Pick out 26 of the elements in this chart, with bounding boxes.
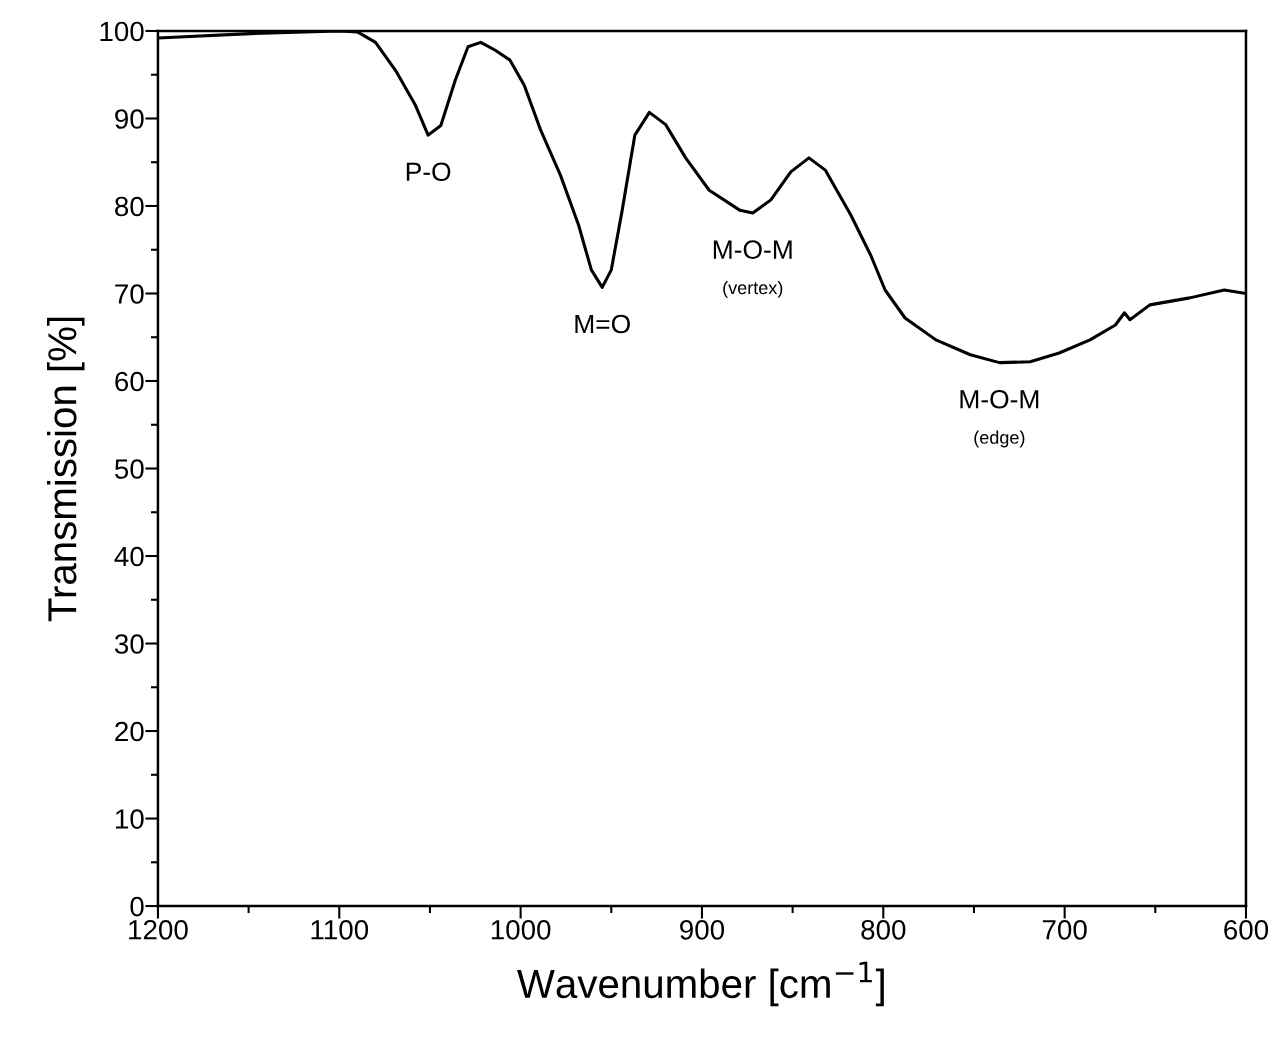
y-tick-label: 40 [114,546,144,567]
annotation: P-O [406,162,451,182]
x-tick-label: 1000 [491,919,551,940]
y-tick-label: 50 [114,459,144,479]
x-tick-label: 700 [1042,919,1087,940]
y-tick-label: 60 [115,371,144,392]
annotation: M=O [575,314,630,334]
x-tick-label: 900 [680,919,725,940]
y-tick-label: 20 [115,721,144,742]
y-tick-label: 10 [115,809,144,829]
annotation: (vertex) [723,280,783,298]
y-tick-label: 90 [115,109,144,129]
x-tick-label: 600 [1224,919,1269,940]
x-tick-label: 1100 [311,919,369,940]
x-axis-title: Wavenumber [cm$^{−1}$] [517,961,884,1007]
y-axis-title: Transmission [%] [46,317,85,622]
y-tick-label: 100 [100,21,144,42]
y-tick-label: 70 [115,284,144,304]
annotation: M-O-M [713,240,792,259]
y-tick-label: 0 [130,896,144,917]
y-tick-label: 80 [115,196,144,217]
y-tick-label: 30 [114,634,144,654]
x-tick-label: 800 [861,919,906,940]
annotation: M-O-M [960,389,1039,409]
x-tick-label: 1200 [129,919,188,940]
annotation: (edge) [974,430,1025,448]
